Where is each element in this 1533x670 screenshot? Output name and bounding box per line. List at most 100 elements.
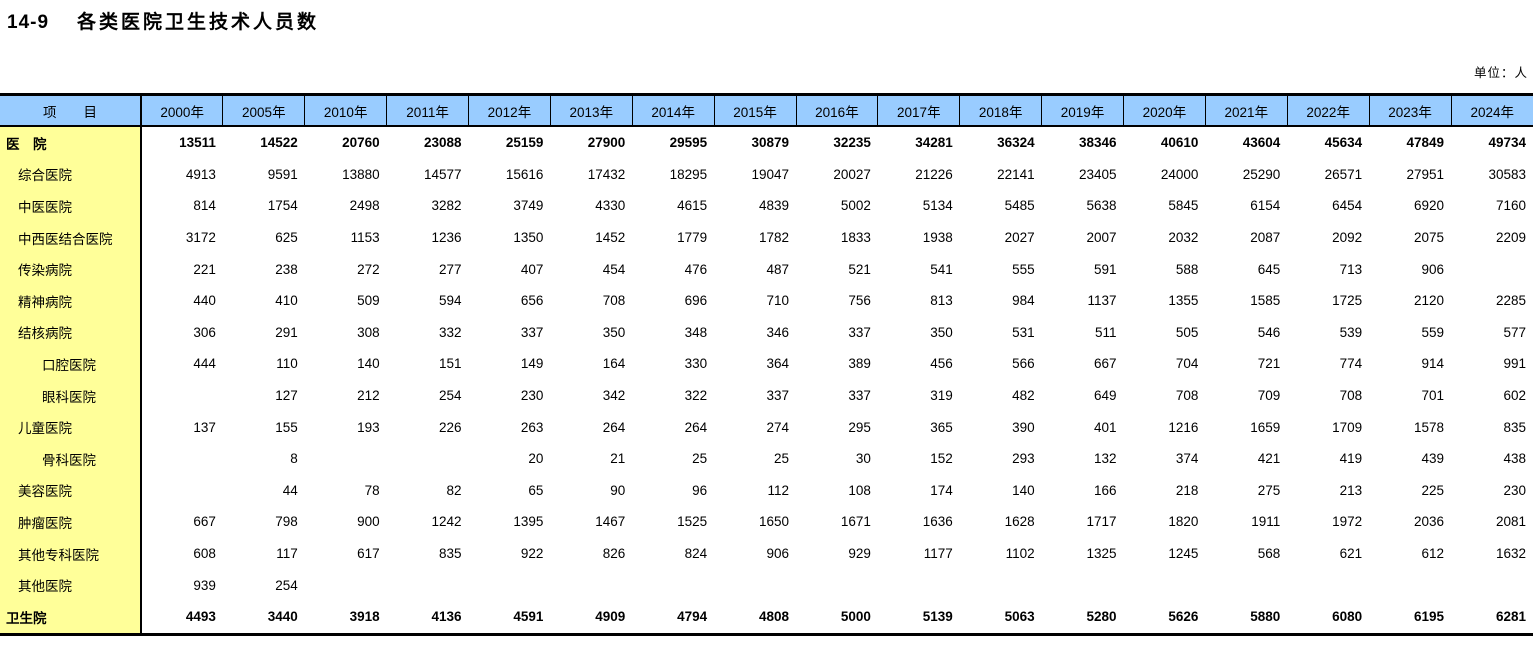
cell-value: 667 [141,506,223,538]
cell-value: 756 [796,284,878,317]
cell-value: 5638 [1041,190,1124,222]
row-label: 儿童医院 [0,411,142,443]
cell-value: 17432 [550,158,633,191]
cell-value [304,442,387,475]
cell-value: 78 [304,474,387,507]
cell-value: 1717 [1041,506,1124,538]
cell-value: 5139 [877,600,960,634]
table-row: 儿童医院 137 155 193 226 263 264 264 274 295 365 390 401… [0,411,1533,443]
cell-value: 30879 [714,126,796,159]
cell-value: 1709 [1287,411,1370,443]
table-row: 中西医结合医院 3172 625 1153 1236 1350 1452 1779 1782 18… [0,221,1533,254]
cell-value: 922 [468,537,551,570]
cell-value: 348 [632,316,715,349]
cell-value: 608 [141,537,223,570]
cell-value: 1820 [1123,506,1206,538]
cell-value: 30583 [1451,158,1533,191]
cell-value: 6195 [1369,600,1451,634]
cell-value: 3918 [304,600,387,634]
column-header-year: 2021年 [1205,94,1288,127]
cell-value: 3749 [468,190,551,222]
cell-value: 230 [1451,474,1533,507]
cell-value: 521 [796,253,878,285]
cell-value: 36324 [959,126,1042,159]
cell-value: 704 [1123,348,1206,380]
cell-value: 612 [1369,537,1451,570]
cell-value: 721 [1205,348,1288,380]
cell-value: 45634 [1287,126,1370,159]
cell-value: 2092 [1287,221,1370,254]
cell-value: 29595 [632,126,715,159]
cell-value: 456 [877,348,960,380]
cell-value: 476 [632,253,715,285]
cell-value [386,442,469,475]
cell-value: 656 [468,284,551,317]
cell-value: 272 [304,253,387,285]
cell-value: 110 [222,348,305,380]
cell-value: 27951 [1369,158,1451,191]
cell-value: 2075 [1369,221,1451,254]
cell-value: 2027 [959,221,1042,254]
cell-value: 1833 [796,221,878,254]
cell-value: 364 [714,348,796,380]
cell-value: 350 [550,316,633,349]
cell-value [386,569,469,601]
table-row: 精神病院 440 410 509 594 656 708 696 710 756 813 984 113… [0,284,1533,317]
cell-value [1123,569,1206,601]
cell-value: 826 [550,537,633,570]
cell-value: 1782 [714,221,796,254]
cell-value: 337 [714,379,796,412]
column-header-year: 2017年 [877,94,961,127]
cell-value: 1725 [1287,284,1370,317]
cell-value: 701 [1369,379,1451,412]
row-label: 口腔医院 [0,348,142,380]
cell-value: 218 [1123,474,1206,507]
data-table: 项 目 2000年 2005年 2010年 2011年 2012年 2013年 2014年 2… [0,93,1533,636]
cell-value: 1659 [1205,411,1288,443]
cell-value: 1216 [1123,411,1206,443]
cell-value [877,569,960,601]
row-label: 结核病院 [0,316,142,349]
cell-value: 835 [1451,411,1533,443]
cell-value [468,569,551,601]
cell-value: 4136 [386,600,469,634]
cell-value: 15616 [468,158,551,191]
cell-value: 4591 [468,600,551,634]
cell-value: 708 [550,284,633,317]
cell-value: 2285 [1451,284,1533,317]
cell-value: 34281 [877,126,960,159]
cell-value [550,569,633,601]
cell-value: 914 [1369,348,1451,380]
header-row: 项 目 2000年 2005年 2010年 2011年 2012年 2013年 2014年 2… [0,94,1533,127]
cell-value: 667 [1041,348,1124,380]
cell-value: 6281 [1451,600,1533,634]
cell-value: 112 [714,474,796,507]
cell-value: 487 [714,253,796,285]
cell-value [1287,569,1370,601]
column-header-year: 2005年 [222,94,306,127]
cell-value [141,474,223,507]
cell-value: 984 [959,284,1042,317]
row-label: 中西医结合医院 [0,221,142,254]
cell-value: 295 [796,411,878,443]
cell-value: 588 [1123,253,1206,285]
cell-value: 5063 [959,600,1042,634]
cell-value: 645 [1205,253,1288,285]
table-row: 综合医院 4913 9591 13880 14577 15616 17432 18295 190… [0,158,1533,191]
cell-value: 3440 [222,600,305,634]
cell-value: 140 [959,474,1042,507]
column-header-year: 2012年 [468,94,551,127]
cell-value: 26571 [1287,158,1370,191]
cell-value: 621 [1287,537,1370,570]
cell-value: 708 [1123,379,1206,412]
cell-value: 1245 [1123,537,1206,570]
cell-value: 1102 [959,537,1042,570]
cell-value: 1671 [796,506,878,538]
cell-value: 774 [1287,348,1370,380]
column-header-year: 2016年 [796,94,879,127]
cell-value: 5134 [877,190,960,222]
cell-value: 25290 [1205,158,1288,191]
cell-value: 7160 [1451,190,1533,222]
cell-value [1205,569,1288,601]
